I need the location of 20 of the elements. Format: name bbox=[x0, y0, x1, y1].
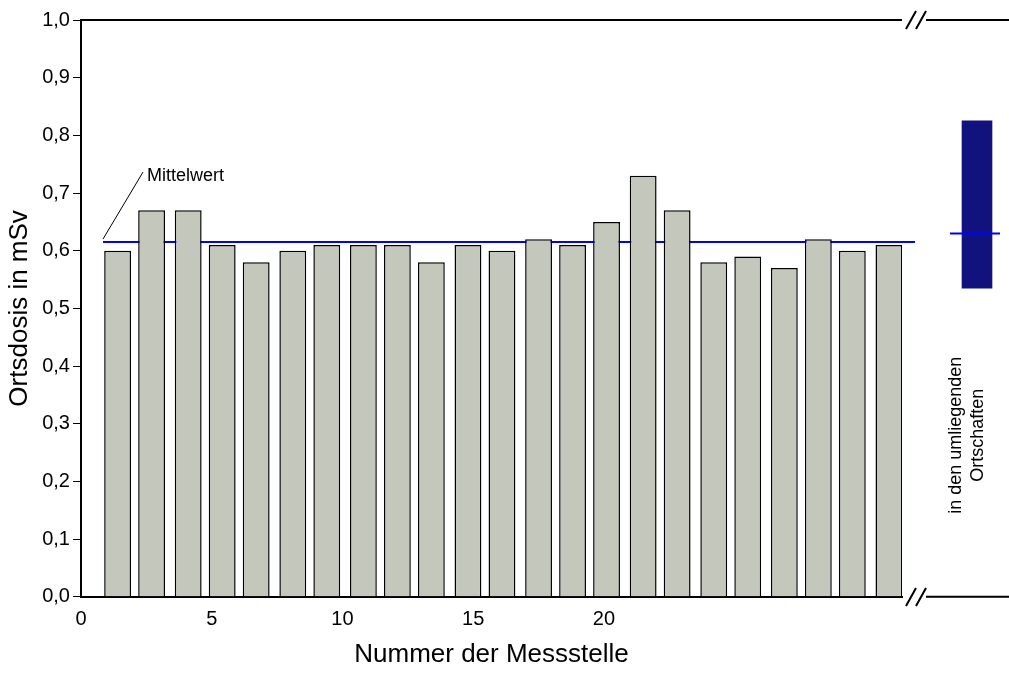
annotation: in den umliegenden Ortschaften bbox=[944, 356, 987, 514]
x-tick-label: 5 bbox=[206, 607, 218, 630]
x-tick-label: 20 bbox=[592, 607, 616, 630]
y-tick-label: 0,3 bbox=[42, 411, 70, 434]
y-tick-label: 0,9 bbox=[42, 65, 70, 88]
y-tick-label: 0,2 bbox=[42, 468, 70, 491]
ref-line-label: Mittelwert bbox=[147, 165, 225, 186]
y-tick-label: 1,0 bbox=[42, 7, 70, 30]
y-tick-label: 0,5 bbox=[42, 295, 70, 318]
y-tick-label: 0,6 bbox=[42, 238, 70, 261]
y-tick-label: 0,4 bbox=[42, 353, 70, 376]
y-tick-label: 0,1 bbox=[42, 526, 70, 549]
x-axis-title: Nummer der Messstelle bbox=[354, 637, 629, 668]
x-tick-label: 15 bbox=[462, 607, 485, 630]
x-tick-label: 0 bbox=[75, 607, 87, 630]
y-tick-label: 0,8 bbox=[42, 122, 70, 145]
x-tick-label: 10 bbox=[331, 607, 354, 630]
y-tick-label: 0,0 bbox=[42, 584, 70, 607]
y-tick-label: 0,7 bbox=[42, 180, 70, 203]
y-axis-title: Ortsdosis in mSv bbox=[2, 210, 33, 407]
